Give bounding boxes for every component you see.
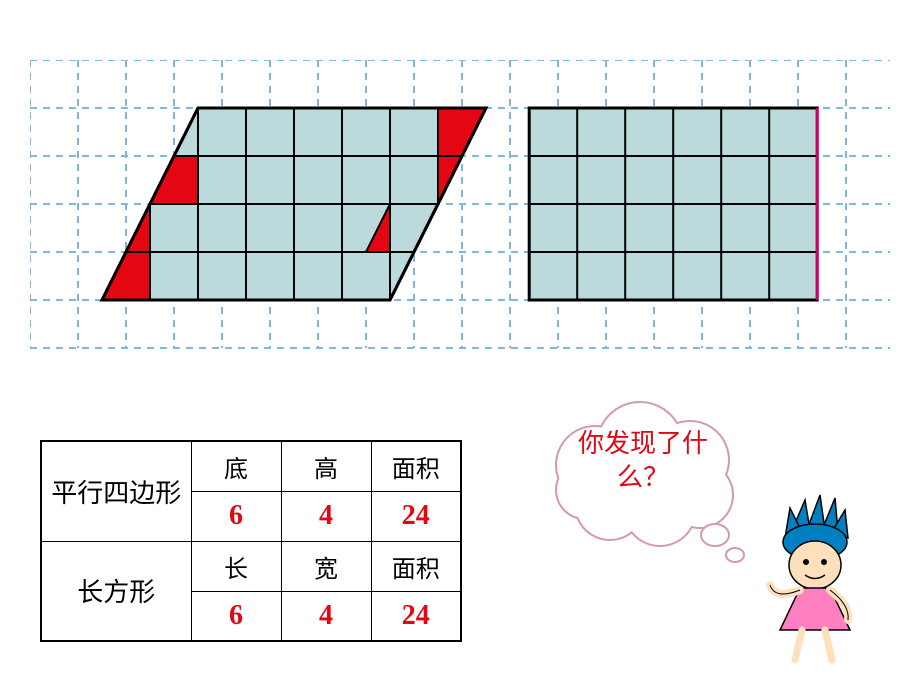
shapes-svg: [30, 60, 890, 350]
bubble-text: 你发现了什么？: [578, 427, 708, 495]
value-cell: 4: [281, 491, 371, 541]
header-cell: 长: [191, 541, 281, 591]
header-cell: 宽: [281, 541, 371, 591]
header-cell: 底: [191, 441, 281, 491]
row-label-rectangle: 长方形: [41, 541, 191, 641]
comparison-table: 平行四边形底高面积 6424 长方形长宽面积 6424: [40, 440, 462, 642]
header-cell: 面积: [371, 541, 461, 591]
header-cell: 面积: [371, 441, 461, 491]
value-cell: 6: [191, 491, 281, 541]
thought-bubble: 你发现了什么？: [540, 395, 760, 575]
value-cell: 6: [191, 591, 281, 641]
value-cell: 4: [281, 591, 371, 641]
row-label-parallelogram: 平行四边形: [41, 441, 191, 541]
cartoon-character: [730, 490, 880, 670]
header-cell: 高: [281, 441, 371, 491]
shapes-diagram: [30, 60, 890, 340]
value-cell: 24: [371, 591, 461, 641]
value-cell: 24: [371, 491, 461, 541]
character-svg: [730, 490, 880, 670]
